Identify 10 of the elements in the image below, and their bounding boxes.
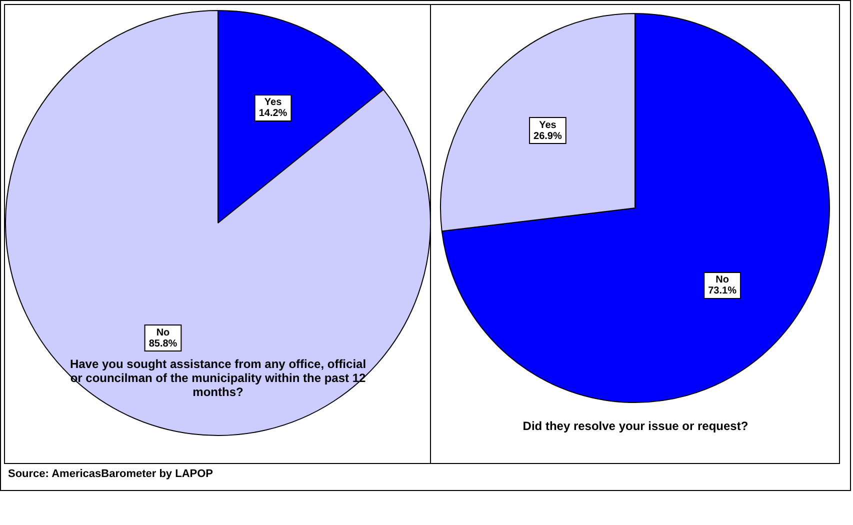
data-label: 73.1% <box>708 286 738 297</box>
slice-label: Yes <box>264 97 282 108</box>
slice-label: No <box>156 327 170 338</box>
data-label: 14.2% <box>258 108 288 120</box>
source-note: Source: AmericasBarometer by LAPOP <box>8 468 213 480</box>
slice-label: Yes <box>540 120 558 131</box>
slice-label: No <box>716 274 730 286</box>
data-label: 26.9% <box>534 130 562 142</box>
text: Did they resolve your issue or request? <box>522 419 750 433</box>
data-label: 85.8% <box>148 338 178 350</box>
